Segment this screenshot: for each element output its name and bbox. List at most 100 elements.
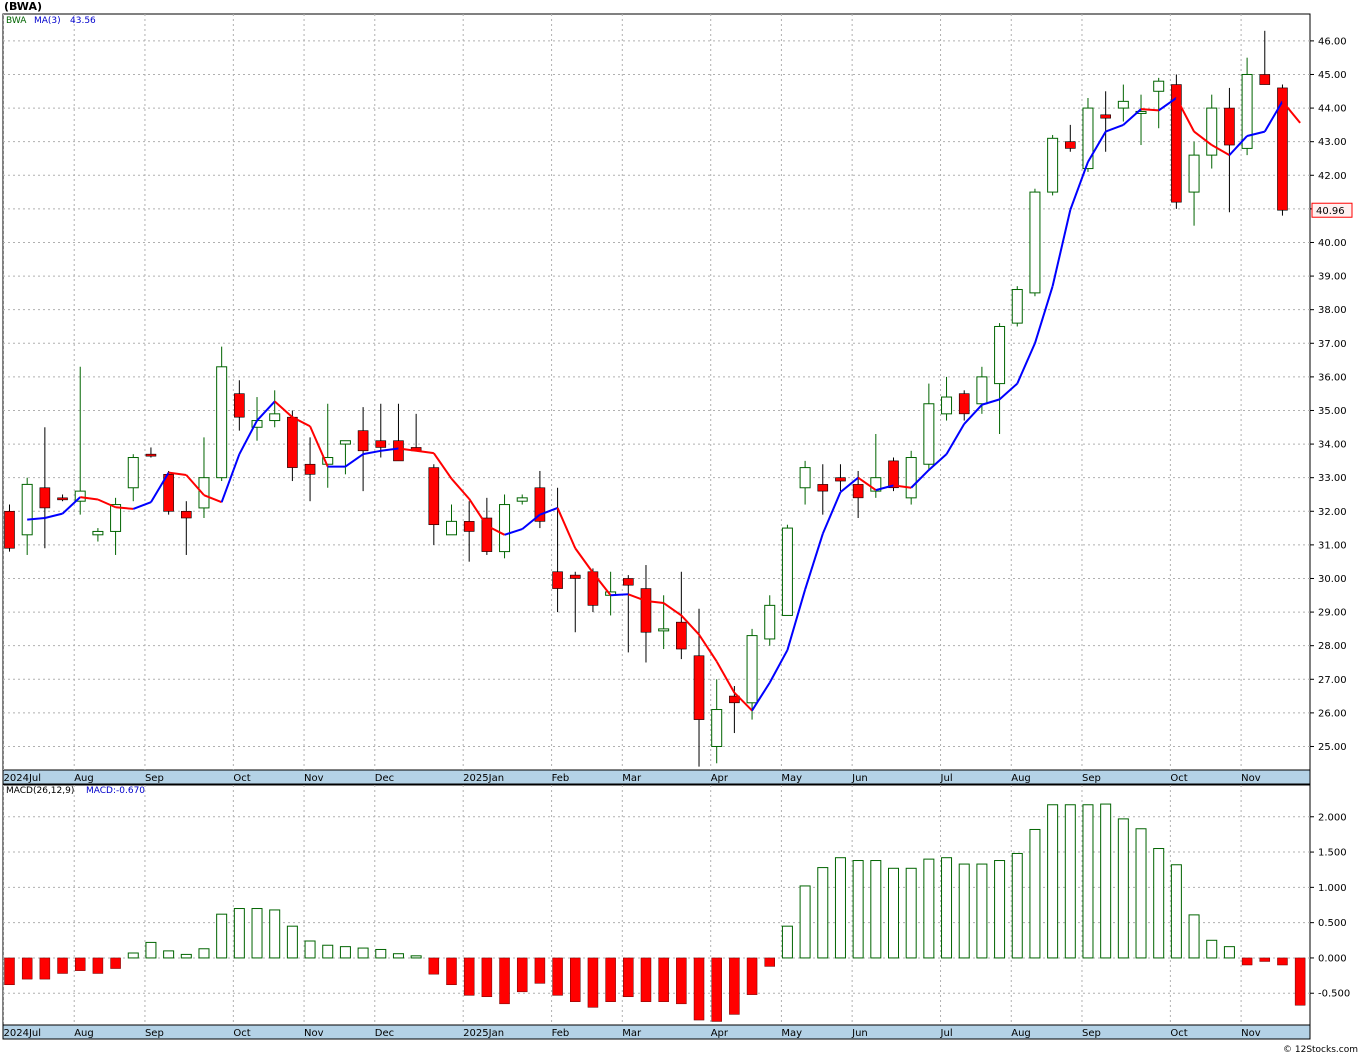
y-tick-label: 40.00 (1318, 238, 1347, 249)
ma-line-segment (821, 491, 842, 535)
macd-bar (1135, 828, 1147, 959)
x-tick-label: Jun (851, 773, 868, 784)
macd-bar (4, 957, 15, 986)
macd-bar (251, 908, 263, 959)
legend-macd-value: MACD:-0.670 (86, 786, 146, 796)
x-tick-label: Jul (940, 773, 953, 784)
macd-bar (958, 863, 970, 959)
ma-line-segment (504, 528, 523, 536)
x-tick-label: Nov (1241, 773, 1261, 784)
macd-bar (198, 948, 210, 959)
candle-body (127, 457, 139, 489)
candle-body (216, 366, 228, 479)
ma-line-segment (1033, 285, 1054, 344)
candle-body (1259, 74, 1271, 85)
candle-body (622, 578, 634, 586)
y-tick-label: 38.00 (1318, 305, 1347, 316)
candle-body (534, 487, 546, 522)
x-axis-band (2, 769, 1311, 785)
macd-y-tick-label: 1.000 (1318, 883, 1347, 894)
macd-x-tick-label: Feb (552, 1028, 570, 1039)
macd-bar (357, 947, 369, 959)
candle-body (516, 497, 528, 502)
y-tick-label: 31.00 (1318, 540, 1347, 551)
ma-line-segment (1175, 97, 1195, 133)
ma-line-segment (981, 398, 1000, 406)
candle-body (428, 467, 440, 526)
macd-x-tick-label: Apr (711, 1028, 729, 1039)
ma-line-segment (1122, 108, 1142, 126)
ma-line-segment (203, 494, 223, 504)
candle-body (569, 574, 581, 579)
ma-line-segment (256, 400, 276, 422)
macd-bar (834, 857, 846, 959)
macd-bar (729, 957, 740, 1015)
macd-bar (1082, 804, 1094, 959)
y-tick-label: 32.00 (1318, 507, 1347, 518)
y-tick-label: 34.00 (1318, 440, 1347, 451)
ma-line-segment (1069, 161, 1089, 211)
macd-bar (286, 925, 298, 959)
macd-bar (552, 957, 563, 996)
macd-bar (304, 940, 316, 959)
ma-line-segment (450, 478, 470, 500)
candle-body (923, 403, 935, 465)
macd-bar (375, 948, 387, 959)
ma-line-segment (80, 496, 99, 501)
candle-body (393, 440, 404, 462)
candle-body (1241, 73, 1253, 149)
ma-line-segment (1228, 135, 1248, 156)
macd-bar (428, 957, 440, 975)
macd-bar (233, 908, 245, 959)
candle-body (976, 376, 988, 405)
x-tick-label: Mar (622, 773, 642, 784)
y-tick-label: 37.00 (1318, 339, 1347, 350)
ma-line-segment (416, 449, 434, 455)
macd-bar (711, 957, 722, 1022)
macd-bar (1100, 803, 1112, 959)
macd-bar (1188, 914, 1200, 959)
candle-body (39, 487, 51, 509)
macd-y-tick-label: 0.000 (1318, 953, 1347, 964)
candle-body (269, 413, 281, 422)
macd-x-tick-label: Aug (74, 1028, 94, 1039)
candle-body (1171, 84, 1182, 203)
candle-body (1100, 114, 1111, 119)
macd-bar (587, 957, 599, 1008)
macd-bar (481, 957, 493, 998)
candle-body (711, 709, 723, 747)
macd-bar (499, 957, 510, 1005)
candle-body (1206, 107, 1218, 156)
ma-line-segment (592, 572, 612, 596)
macd-bar (322, 944, 334, 959)
candle-body (234, 393, 245, 418)
candle-body (676, 621, 687, 650)
ma-line-segment (733, 692, 753, 712)
macd-bar (870, 860, 882, 959)
macd-bar (923, 858, 935, 959)
x-tick-label: Oct (1170, 773, 1187, 784)
ma-line-segment (44, 512, 63, 519)
ma-line-segment (539, 506, 558, 516)
macd-y-tick-label: 2.000 (1318, 812, 1347, 823)
ma-line-segment (556, 507, 577, 549)
macd-x-tick-label: Sep (1082, 1028, 1101, 1039)
ma-line-segment (627, 593, 647, 602)
candle-body (870, 477, 882, 492)
macd-bar (269, 909, 281, 959)
candle-body (1117, 100, 1129, 109)
x-tick-label: Apr (711, 773, 729, 784)
macd-bar (746, 957, 758, 995)
macd-bar (905, 867, 917, 959)
ma-line-segment (1193, 130, 1213, 146)
candle-body (463, 521, 475, 532)
candle-body (21, 483, 33, 536)
macd-bar (658, 957, 669, 1002)
macd-bar (941, 857, 953, 959)
macd-x-tick-label: Mar (622, 1028, 642, 1039)
macd-bar (764, 957, 775, 967)
candle-body (375, 440, 387, 448)
candle-body (994, 325, 1006, 385)
legend-ma-value: 43.56 (70, 16, 96, 26)
ma-line-segment (1016, 342, 1036, 385)
